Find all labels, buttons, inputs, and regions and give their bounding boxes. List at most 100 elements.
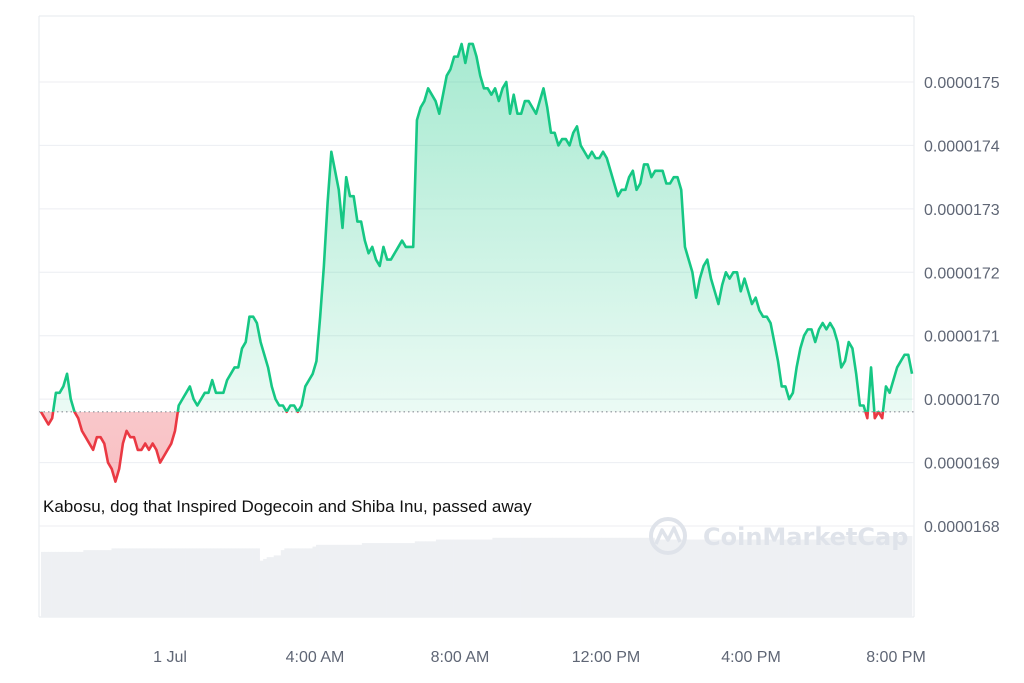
- coinmarketcap-logo-icon: [649, 517, 687, 555]
- volume-bar: [143, 548, 148, 617]
- volume-bar: [323, 544, 327, 617]
- volume-bar: [795, 539, 800, 617]
- volume-bar: [309, 548, 313, 617]
- volume-bar: [820, 537, 825, 617]
- volume-bar: [615, 537, 620, 617]
- volume-bar: [711, 539, 715, 617]
- volume-bar: [287, 548, 292, 617]
- volume-bar: [48, 551, 52, 617]
- volume-bar: [633, 537, 638, 617]
- volume-bar: [319, 544, 324, 617]
- volume-bar: [612, 537, 617, 617]
- volume-bar: [301, 548, 306, 617]
- volume-bar: [640, 537, 645, 617]
- volume-bar: [890, 536, 895, 617]
- volume-bar: [72, 551, 77, 617]
- volume-bar: [806, 539, 811, 617]
- volume-bar: [376, 543, 380, 617]
- volume-bar: [823, 537, 828, 617]
- volume-bar: [298, 548, 303, 617]
- volume-bar: [390, 543, 394, 617]
- volume-bars: [41, 536, 913, 617]
- volume-bar: [199, 548, 204, 617]
- volume-bar: [139, 548, 144, 617]
- volume-bar: [132, 548, 137, 617]
- volume-bar: [665, 539, 669, 617]
- volume-bar: [421, 541, 426, 617]
- volume-bar: [778, 539, 782, 617]
- y-tick-label: 0.0000169: [924, 456, 1000, 473]
- volume-bar: [802, 539, 807, 617]
- volume-bar: [252, 548, 257, 617]
- volume-bar: [587, 537, 592, 617]
- volume-bar: [337, 544, 342, 617]
- volume-bar: [672, 539, 677, 617]
- volume-bar: [280, 550, 285, 617]
- volume-bar: [446, 539, 451, 617]
- volume-bar: [97, 550, 102, 617]
- volume-bar: [51, 551, 56, 617]
- volume-bar: [122, 548, 126, 617]
- volume-bar: [62, 551, 66, 617]
- event-annotation: Kabosu, dog that Inspired Dogecoin and S…: [43, 497, 532, 516]
- volume-bar: [538, 537, 543, 617]
- volume-bar: [372, 543, 377, 617]
- volume-bar: [728, 539, 733, 617]
- volume-bar: [682, 539, 687, 617]
- y-tick-label: 0.0000174: [924, 138, 1000, 155]
- volume-bar: [481, 539, 486, 617]
- volume-bar: [175, 548, 179, 617]
- volume-bar: [763, 539, 768, 617]
- volume-bar: [502, 537, 507, 617]
- volume-bar: [721, 539, 726, 617]
- volume-bar: [594, 537, 599, 617]
- volume-bar: [118, 548, 123, 617]
- volume-bar: [908, 536, 913, 617]
- volume-bar: [827, 537, 832, 617]
- volume-bar: [601, 537, 606, 617]
- volume-bar: [203, 548, 208, 617]
- volume-bar: [555, 537, 560, 617]
- volume-bar: [499, 537, 504, 617]
- volume-bar: [220, 548, 225, 617]
- volume-bar: [904, 536, 909, 617]
- volume-bar: [432, 541, 437, 617]
- volume-bar: [44, 551, 49, 617]
- volume-bar: [510, 537, 514, 617]
- volume-bar: [799, 539, 803, 617]
- volume-bar: [876, 536, 881, 617]
- y-tick-label: 0.0000170: [924, 392, 1000, 409]
- volume-bar: [316, 544, 320, 617]
- volume-bar: [739, 539, 744, 617]
- volume-bar: [273, 555, 278, 617]
- volume-bar: [852, 536, 856, 617]
- volume-bar: [816, 537, 821, 617]
- y-tick-label: 0.0000175: [924, 75, 1000, 92]
- volume-bar: [418, 541, 423, 617]
- volume-bar: [732, 539, 736, 617]
- volume-bar: [548, 537, 553, 617]
- volume-bar: [774, 539, 779, 617]
- volume-bar: [136, 548, 141, 617]
- volume-bar: [873, 536, 878, 617]
- volume-bar: [217, 548, 222, 617]
- volume-bar: [125, 548, 130, 617]
- price-line-up: [41, 42, 914, 412]
- volume-bar: [781, 539, 786, 617]
- volume-bar: [256, 548, 260, 617]
- volume-bar: [644, 537, 648, 617]
- volume-bar: [767, 539, 772, 617]
- volume-bar: [770, 539, 775, 617]
- volume-bar: [845, 536, 849, 617]
- volume-bar: [404, 543, 409, 617]
- volume-bar: [407, 543, 412, 617]
- area-above-baseline: [53, 43, 912, 412]
- volume-bar: [312, 546, 317, 617]
- volume-bar: [69, 551, 74, 617]
- volume-bar: [79, 551, 84, 617]
- y-tick-label: 0.0000168: [924, 519, 1000, 536]
- volume-bar: [291, 548, 296, 617]
- volume-bar: [866, 536, 870, 617]
- volume-bar: [160, 548, 165, 617]
- volume-bar: [58, 551, 63, 617]
